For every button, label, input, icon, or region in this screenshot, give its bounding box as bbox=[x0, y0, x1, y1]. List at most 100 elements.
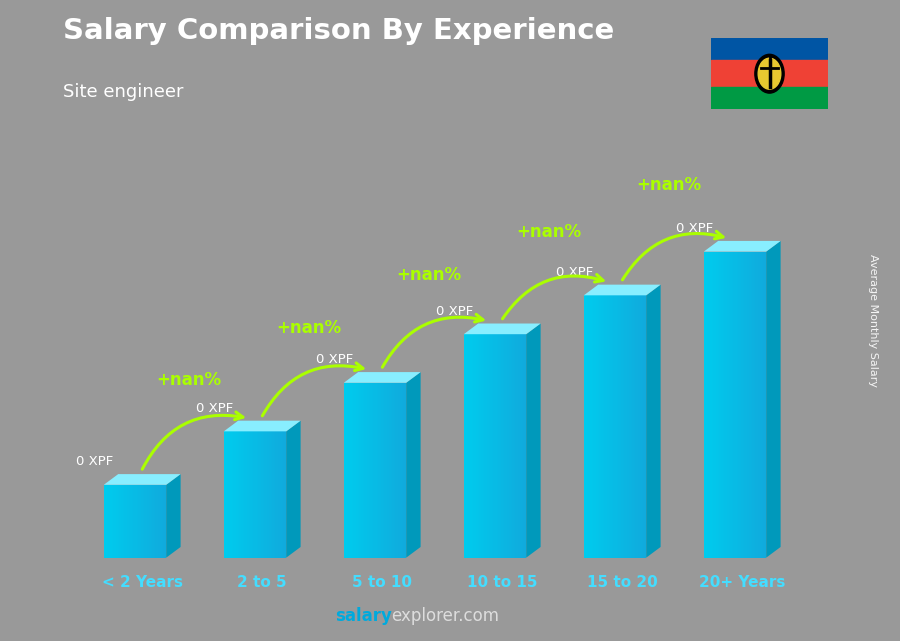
Polygon shape bbox=[740, 252, 742, 558]
Polygon shape bbox=[604, 296, 606, 558]
Polygon shape bbox=[284, 431, 285, 558]
Polygon shape bbox=[642, 296, 643, 558]
Polygon shape bbox=[266, 431, 267, 558]
Polygon shape bbox=[760, 252, 761, 558]
Polygon shape bbox=[346, 383, 348, 558]
Polygon shape bbox=[610, 296, 612, 558]
Polygon shape bbox=[517, 334, 518, 558]
Polygon shape bbox=[237, 431, 239, 558]
Polygon shape bbox=[399, 383, 400, 558]
Polygon shape bbox=[358, 383, 360, 558]
Polygon shape bbox=[252, 431, 254, 558]
Polygon shape bbox=[644, 296, 646, 558]
Polygon shape bbox=[261, 431, 263, 558]
Polygon shape bbox=[120, 485, 122, 558]
Polygon shape bbox=[618, 296, 620, 558]
Polygon shape bbox=[376, 383, 378, 558]
Polygon shape bbox=[284, 431, 286, 558]
Text: 0 XPF: 0 XPF bbox=[76, 455, 112, 469]
Text: salary: salary bbox=[335, 607, 392, 625]
Polygon shape bbox=[141, 485, 143, 558]
Polygon shape bbox=[512, 334, 514, 558]
Polygon shape bbox=[344, 383, 346, 558]
Polygon shape bbox=[734, 252, 735, 558]
Polygon shape bbox=[122, 485, 124, 558]
Polygon shape bbox=[112, 485, 113, 558]
Polygon shape bbox=[735, 252, 737, 558]
Polygon shape bbox=[267, 431, 269, 558]
Polygon shape bbox=[143, 485, 145, 558]
Polygon shape bbox=[514, 334, 516, 558]
Polygon shape bbox=[248, 431, 249, 558]
Bar bbox=[711, 60, 828, 87]
Polygon shape bbox=[480, 334, 482, 558]
Polygon shape bbox=[274, 431, 275, 558]
Polygon shape bbox=[746, 252, 748, 558]
Polygon shape bbox=[493, 334, 495, 558]
Text: +nan%: +nan% bbox=[157, 371, 221, 389]
Polygon shape bbox=[238, 431, 239, 558]
Text: +nan%: +nan% bbox=[276, 319, 342, 337]
Polygon shape bbox=[286, 420, 301, 558]
Polygon shape bbox=[372, 383, 374, 558]
Polygon shape bbox=[509, 334, 511, 558]
Polygon shape bbox=[256, 431, 258, 558]
Polygon shape bbox=[146, 485, 148, 558]
Text: +nan%: +nan% bbox=[396, 266, 462, 284]
Polygon shape bbox=[133, 485, 135, 558]
Text: explorer.com: explorer.com bbox=[392, 607, 500, 625]
Polygon shape bbox=[116, 485, 118, 558]
Polygon shape bbox=[631, 296, 633, 558]
Polygon shape bbox=[104, 474, 181, 485]
Polygon shape bbox=[384, 383, 386, 558]
Polygon shape bbox=[704, 252, 706, 558]
Polygon shape bbox=[356, 383, 358, 558]
Polygon shape bbox=[110, 485, 112, 558]
Polygon shape bbox=[406, 372, 420, 558]
Polygon shape bbox=[229, 431, 230, 558]
Polygon shape bbox=[727, 252, 729, 558]
Polygon shape bbox=[242, 431, 244, 558]
Polygon shape bbox=[478, 334, 480, 558]
Polygon shape bbox=[352, 383, 354, 558]
Polygon shape bbox=[361, 383, 363, 558]
Polygon shape bbox=[587, 296, 589, 558]
Polygon shape bbox=[723, 252, 724, 558]
Polygon shape bbox=[355, 383, 356, 558]
Polygon shape bbox=[275, 431, 277, 558]
Polygon shape bbox=[593, 296, 595, 558]
Ellipse shape bbox=[755, 54, 784, 93]
Polygon shape bbox=[497, 334, 499, 558]
Text: +nan%: +nan% bbox=[636, 176, 702, 194]
Polygon shape bbox=[724, 252, 726, 558]
Polygon shape bbox=[255, 431, 256, 558]
Polygon shape bbox=[246, 431, 248, 558]
Polygon shape bbox=[137, 485, 139, 558]
Polygon shape bbox=[277, 431, 279, 558]
Polygon shape bbox=[380, 383, 382, 558]
Polygon shape bbox=[235, 431, 237, 558]
Polygon shape bbox=[729, 252, 731, 558]
Polygon shape bbox=[224, 420, 301, 431]
Polygon shape bbox=[472, 334, 473, 558]
Polygon shape bbox=[608, 296, 609, 558]
Polygon shape bbox=[718, 252, 720, 558]
Polygon shape bbox=[163, 485, 165, 558]
Polygon shape bbox=[742, 252, 743, 558]
Polygon shape bbox=[632, 296, 634, 558]
Polygon shape bbox=[391, 383, 392, 558]
Polygon shape bbox=[392, 383, 394, 558]
Polygon shape bbox=[757, 252, 759, 558]
Polygon shape bbox=[763, 252, 765, 558]
Text: 0 XPF: 0 XPF bbox=[436, 304, 472, 318]
Polygon shape bbox=[614, 296, 616, 558]
Polygon shape bbox=[113, 485, 115, 558]
Polygon shape bbox=[157, 485, 158, 558]
Polygon shape bbox=[126, 485, 128, 558]
Text: Site engineer: Site engineer bbox=[63, 83, 184, 101]
Polygon shape bbox=[521, 334, 523, 558]
Polygon shape bbox=[730, 252, 732, 558]
Polygon shape bbox=[166, 474, 181, 558]
Polygon shape bbox=[487, 334, 489, 558]
Polygon shape bbox=[595, 296, 597, 558]
